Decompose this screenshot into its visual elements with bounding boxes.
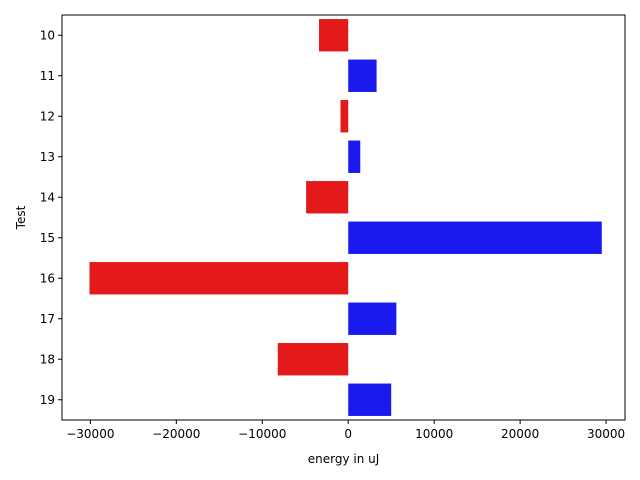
y-tick-label: 17 <box>40 312 55 326</box>
y-tick-label: 18 <box>40 352 55 366</box>
bars-group <box>89 19 602 416</box>
bar-test-15 <box>348 221 602 254</box>
x-tick-label: −10000 <box>238 427 286 441</box>
x-tick-label: −30000 <box>66 427 114 441</box>
bar-test-16 <box>89 262 349 295</box>
x-axis-label: energy in uJ <box>308 452 380 466</box>
y-tick-label: 13 <box>40 150 55 164</box>
plot-frame <box>61 14 626 421</box>
bar-test-19 <box>348 383 392 416</box>
y-tick-label: 10 <box>40 28 55 42</box>
x-tick-label: −20000 <box>152 427 200 441</box>
y-axis-label: Test <box>14 205 28 230</box>
y-tick-label: 11 <box>40 69 55 83</box>
y-tick-label: 16 <box>40 271 55 285</box>
bar-test-17 <box>348 302 397 335</box>
y-tick-label: 19 <box>40 393 55 407</box>
y-ticks-group: 10 11 12 13 14 15 16 17 18 19 <box>40 28 62 407</box>
bar-test-11 <box>348 59 377 92</box>
bar-test-14 <box>306 181 349 214</box>
bar-test-12 <box>340 100 349 133</box>
bar-test-18 <box>277 343 349 376</box>
x-tick-label: 20000 <box>501 427 539 441</box>
y-tick-label: 15 <box>40 231 55 245</box>
bar-test-13 <box>348 140 361 173</box>
y-tick-label: 12 <box>40 109 55 123</box>
x-tick-label: 0 <box>344 427 352 441</box>
x-ticks-group: −30000 −20000 −10000 0 10000 20000 30000 <box>66 420 625 441</box>
bar-test-10 <box>319 19 349 52</box>
x-tick-label: 10000 <box>415 427 453 441</box>
y-tick-label: 14 <box>40 190 55 204</box>
x-tick-label: 30000 <box>587 427 625 441</box>
